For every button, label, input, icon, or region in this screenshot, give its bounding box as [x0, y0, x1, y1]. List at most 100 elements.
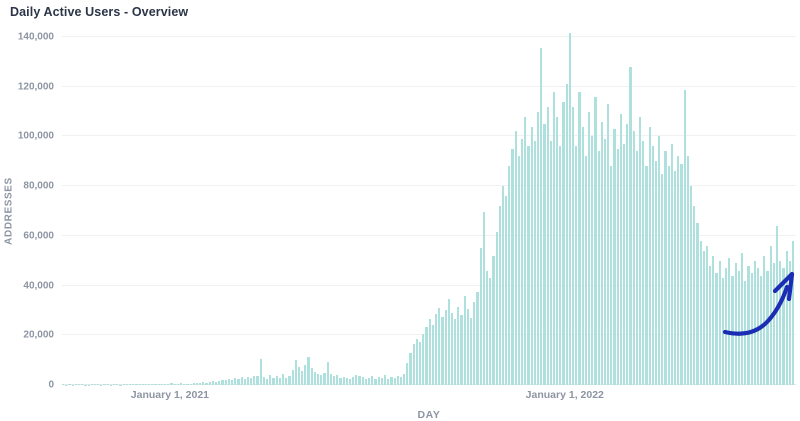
bar[interactable]	[572, 106, 575, 385]
bar[interactable]	[559, 146, 562, 385]
bar[interactable]	[581, 126, 584, 385]
bar[interactable]	[415, 339, 418, 385]
bar[interactable]	[536, 111, 540, 385]
bar[interactable]	[87, 384, 90, 385]
bar[interactable]	[259, 359, 262, 385]
bar[interactable]	[202, 382, 205, 385]
bar[interactable]	[310, 368, 313, 385]
bar[interactable]	[208, 381, 211, 385]
bar[interactable]	[103, 384, 106, 385]
bar[interactable]	[648, 126, 651, 385]
bar[interactable]	[122, 384, 125, 385]
bar[interactable]	[345, 378, 348, 385]
bar[interactable]	[575, 146, 578, 385]
bar[interactable]	[304, 364, 307, 385]
bar[interactable]	[352, 377, 355, 385]
bar[interactable]	[326, 361, 329, 385]
bar[interactable]	[218, 380, 221, 385]
bar[interactable]	[702, 250, 705, 385]
bar[interactable]	[215, 381, 218, 385]
bar[interactable]	[240, 377, 243, 385]
bar[interactable]	[556, 116, 559, 385]
bar[interactable]	[623, 143, 626, 385]
bar[interactable]	[632, 131, 635, 385]
bar[interactable]	[141, 384, 144, 385]
bar[interactable]	[154, 384, 157, 385]
bar[interactable]	[348, 378, 352, 385]
bar[interactable]	[256, 375, 259, 385]
bar[interactable]	[521, 138, 524, 385]
bar[interactable]	[760, 275, 763, 385]
bar[interactable]	[336, 375, 339, 385]
bar[interactable]	[406, 362, 409, 385]
bar[interactable]	[658, 136, 661, 385]
bar[interactable]	[709, 265, 712, 385]
bar[interactable]	[680, 163, 683, 385]
bar[interactable]	[689, 186, 693, 385]
bar[interactable]	[164, 383, 167, 385]
bar[interactable]	[450, 312, 454, 385]
bar[interactable]	[106, 384, 109, 385]
bar[interactable]	[173, 383, 176, 385]
bar[interactable]	[463, 295, 466, 385]
bar[interactable]	[278, 378, 281, 385]
bar[interactable]	[686, 156, 689, 385]
bar[interactable]	[457, 306, 460, 385]
bar[interactable]	[275, 376, 278, 385]
bar[interactable]	[84, 384, 87, 385]
bar[interactable]	[329, 374, 332, 385]
bar[interactable]	[195, 383, 199, 385]
bar[interactable]	[390, 376, 393, 385]
bar[interactable]	[307, 356, 310, 385]
bar[interactable]	[661, 173, 664, 385]
bar[interactable]	[403, 374, 406, 385]
bar[interactable]	[383, 375, 387, 385]
bar[interactable]	[151, 383, 154, 385]
bar[interactable]	[368, 377, 371, 385]
bar[interactable]	[674, 171, 677, 385]
bar[interactable]	[597, 151, 600, 385]
bar[interactable]	[492, 255, 495, 385]
bar[interactable]	[470, 317, 473, 385]
bar[interactable]	[444, 310, 447, 385]
bar[interactable]	[540, 48, 543, 385]
bar[interactable]	[431, 325, 434, 385]
bar[interactable]	[380, 378, 383, 385]
bar[interactable]	[473, 301, 476, 385]
bar[interactable]	[505, 196, 508, 385]
bar[interactable]	[626, 124, 629, 385]
bar[interactable]	[772, 263, 775, 385]
bar[interactable]	[642, 141, 645, 385]
bar[interactable]	[638, 116, 642, 385]
bar[interactable]	[728, 258, 731, 385]
bar[interactable]	[705, 245, 709, 385]
bar[interactable]	[524, 116, 527, 385]
bar[interactable]	[667, 166, 670, 385]
bar[interactable]	[546, 106, 549, 385]
bar[interactable]	[221, 380, 224, 385]
bar[interactable]	[409, 352, 412, 385]
bar[interactable]	[396, 375, 399, 385]
bar[interactable]	[776, 225, 779, 385]
bar[interactable]	[782, 268, 785, 385]
bar[interactable]	[262, 377, 265, 385]
bar[interactable]	[476, 291, 479, 385]
bar[interactable]	[189, 383, 192, 385]
bar[interactable]	[332, 376, 336, 385]
bar[interactable]	[645, 166, 648, 385]
bar[interactable]	[93, 384, 97, 385]
bar[interactable]	[128, 384, 132, 385]
bar[interactable]	[144, 383, 148, 385]
bar[interactable]	[664, 151, 667, 385]
bar[interactable]	[320, 374, 323, 385]
bar[interactable]	[97, 384, 100, 385]
bar[interactable]	[183, 383, 186, 385]
bar[interactable]	[517, 156, 520, 385]
bar[interactable]	[266, 378, 269, 385]
bar[interactable]	[454, 319, 457, 385]
bar[interactable]	[683, 90, 686, 385]
bar[interactable]	[438, 307, 441, 385]
bar[interactable]	[613, 128, 616, 385]
bar[interactable]	[594, 96, 597, 385]
bar[interactable]	[243, 378, 246, 385]
